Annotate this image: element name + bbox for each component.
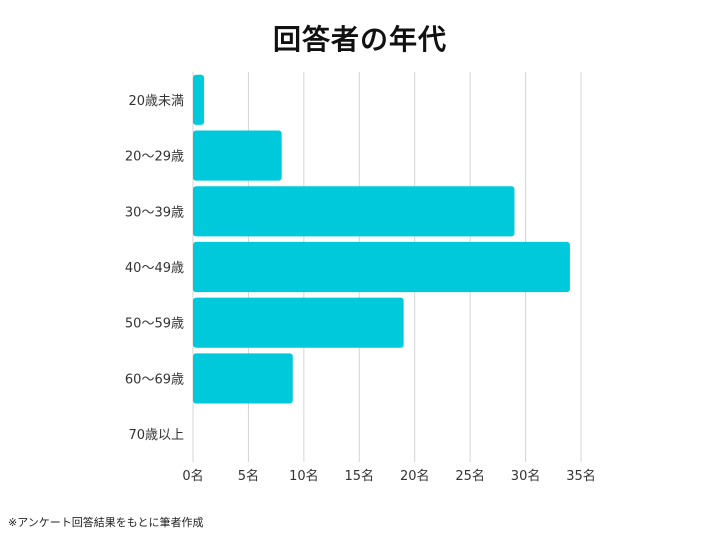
bar: [193, 241, 570, 293]
x-tick-label: 35名: [566, 468, 596, 484]
category-label: 60～69歳: [125, 372, 184, 387]
x-tick-labels: 0名 5名 10名 15名 20名 25名 30名 35名: [182, 468, 595, 484]
category-label: 20～29歳: [125, 150, 184, 165]
x-tick-label: 5名: [238, 468, 259, 484]
bar: [193, 130, 282, 181]
bar: [193, 186, 515, 237]
category-label: 70歳以上: [128, 428, 184, 443]
x-tick-label: 10名: [289, 468, 319, 484]
bar: [193, 74, 205, 125]
category-label: 50～59歳: [125, 317, 184, 332]
chart-title: 回答者の年代: [272, 23, 447, 56]
category-labels: 20歳未満 20～29歳 30～39歳 40～49歳 50～59歳 60～69歳 70歳以上: [125, 94, 184, 443]
x-tick-label: 0名: [182, 468, 203, 484]
bar: [193, 353, 293, 404]
x-tick-label: 20名: [400, 468, 430, 484]
x-tick-label: 15名: [345, 468, 375, 484]
bar: [193, 297, 404, 348]
category-label: 40～49歳: [125, 261, 184, 276]
category-label: 20歳未満: [128, 94, 184, 109]
footnote: ※アンケート回答結果をもとに筆者作成: [8, 516, 204, 529]
category-label: 30～39歳: [125, 205, 184, 220]
bars: [193, 74, 570, 404]
x-tick-label: 25名: [455, 468, 485, 484]
x-tick-label: 30名: [511, 468, 541, 484]
